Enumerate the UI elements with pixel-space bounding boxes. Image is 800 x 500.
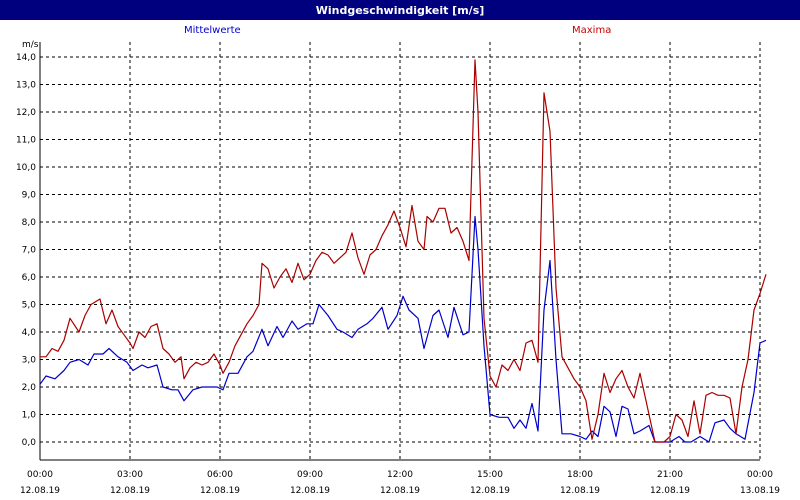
axes: 0,0 1,0 2,0 3,0 4,0 5,0 6,0 7,0 8,0 9,0 10,0 11,0 12… (16, 42, 780, 496)
series-line-mittelwerte (39, 215, 767, 443)
y-tick-label: 7,0 (22, 246, 37, 256)
x-tick-time-label: 18:00 (567, 470, 593, 480)
x-tick-date-label: 12.08.19 (110, 486, 150, 496)
y-axis-unit-label: m/s (22, 40, 39, 50)
y-tick-label: 4,0 (22, 328, 37, 338)
x-tick-time-label: 03:00 (117, 470, 143, 480)
series-layer (39, 59, 767, 443)
legend-max: Maxima (572, 25, 612, 36)
x-tick-date-label: 12.08.19 (560, 486, 600, 496)
x-tick-date-label: 13.08.19 (740, 486, 780, 496)
series-line-maxima (40, 59, 767, 443)
grid (39, 42, 761, 460)
y-tick-label: 13,0 (16, 81, 36, 91)
x-tick-time-label: 00:00 (27, 470, 53, 480)
y-tick-label: 10,0 (16, 163, 36, 173)
x-tick-date-label: 12.08.19 (470, 486, 510, 496)
x-tick-date-label: 12.08.19 (290, 486, 330, 496)
y-tick-label: 6,0 (22, 273, 37, 283)
y-tick-label: 2,0 (22, 383, 37, 393)
x-tick-time-label: 15:00 (477, 470, 503, 480)
chart-window-title: Windgeschwindigkeit [m/s] (0, 0, 800, 20)
x-tick-time-label: 09:00 (297, 470, 323, 480)
x-tick-time-label: 00:00 (747, 470, 773, 480)
x-tick-date-label: 12.08.19 (20, 486, 60, 496)
y-tick-label: 3,0 (22, 356, 37, 366)
legend-mean: Mittelwerte (184, 25, 241, 36)
x-tick-date-label: 12.08.19 (380, 486, 420, 496)
y-tick-label: 9,0 (22, 191, 37, 201)
y-tick-label: 0,0 (22, 438, 37, 448)
y-tick-label: 8,0 (22, 218, 37, 228)
x-tick-time-label: 21:00 (657, 470, 683, 480)
y-tick-label: 11,0 (16, 136, 36, 146)
y-tick-label: 5,0 (22, 301, 37, 311)
y-tick-label: 14,0 (16, 53, 36, 63)
x-tick-date-label: 12.08.19 (200, 486, 240, 496)
y-tick-label: 12,0 (16, 108, 36, 118)
x-tick-time-label: 06:00 (207, 470, 233, 480)
x-tick-time-label: 12:00 (387, 470, 413, 480)
x-tick-date-label: 12.08.19 (650, 486, 690, 496)
y-tick-label: 1,0 (22, 411, 37, 421)
